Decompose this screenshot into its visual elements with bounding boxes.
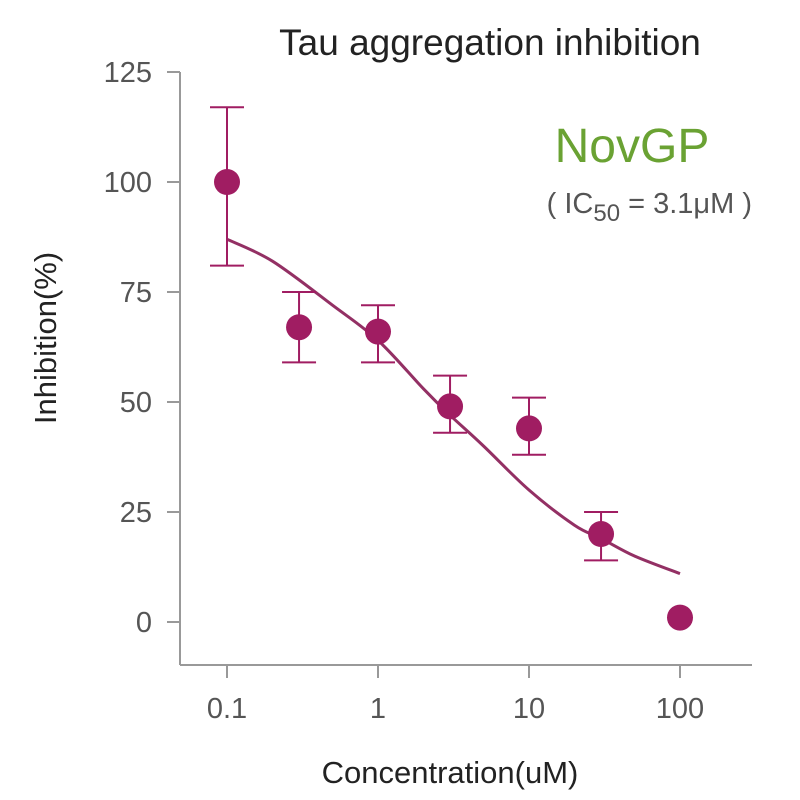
- data-point: [588, 521, 615, 547]
- y-tick-label: 100: [104, 167, 152, 199]
- compound-name-label: NovGP: [555, 120, 710, 173]
- ic50-open: ( IC: [547, 188, 594, 220]
- y-tick-label: 0: [136, 607, 152, 639]
- data-point: [516, 415, 542, 442]
- x-tick-label: 1: [370, 693, 386, 725]
- y-tick-label: 75: [120, 277, 152, 309]
- data-point: [365, 318, 391, 345]
- ic50-value: = 3.1μM ): [620, 188, 752, 220]
- data-point: [214, 169, 240, 195]
- x-tick-label: 0.1: [207, 693, 247, 725]
- x-tick-label: 100: [656, 693, 704, 725]
- ic50-annotation: ( IC50 = 3.1μM ): [547, 188, 752, 227]
- y-axis-label: Inhibition(%): [28, 252, 63, 424]
- x-tick-label: 10: [513, 693, 545, 725]
- error-bars: [210, 106, 619, 562]
- data-point: [667, 604, 693, 631]
- x-axis-label: Concentration(uM): [322, 755, 579, 790]
- y-axis-ticks: 0 25 50 75 100 125: [104, 57, 180, 639]
- data-point: [437, 393, 464, 420]
- y-tick-label: 125: [104, 57, 152, 89]
- data-points: [214, 169, 693, 631]
- y-tick-label: 50: [120, 387, 152, 419]
- ic50-subscript: 50: [593, 200, 620, 227]
- chart-title: Tau aggregation inhibition: [279, 22, 701, 63]
- data-point: [286, 314, 313, 341]
- x-axis-ticks: 0.1 1 10 100: [207, 665, 704, 725]
- y-tick-label: 25: [120, 497, 152, 529]
